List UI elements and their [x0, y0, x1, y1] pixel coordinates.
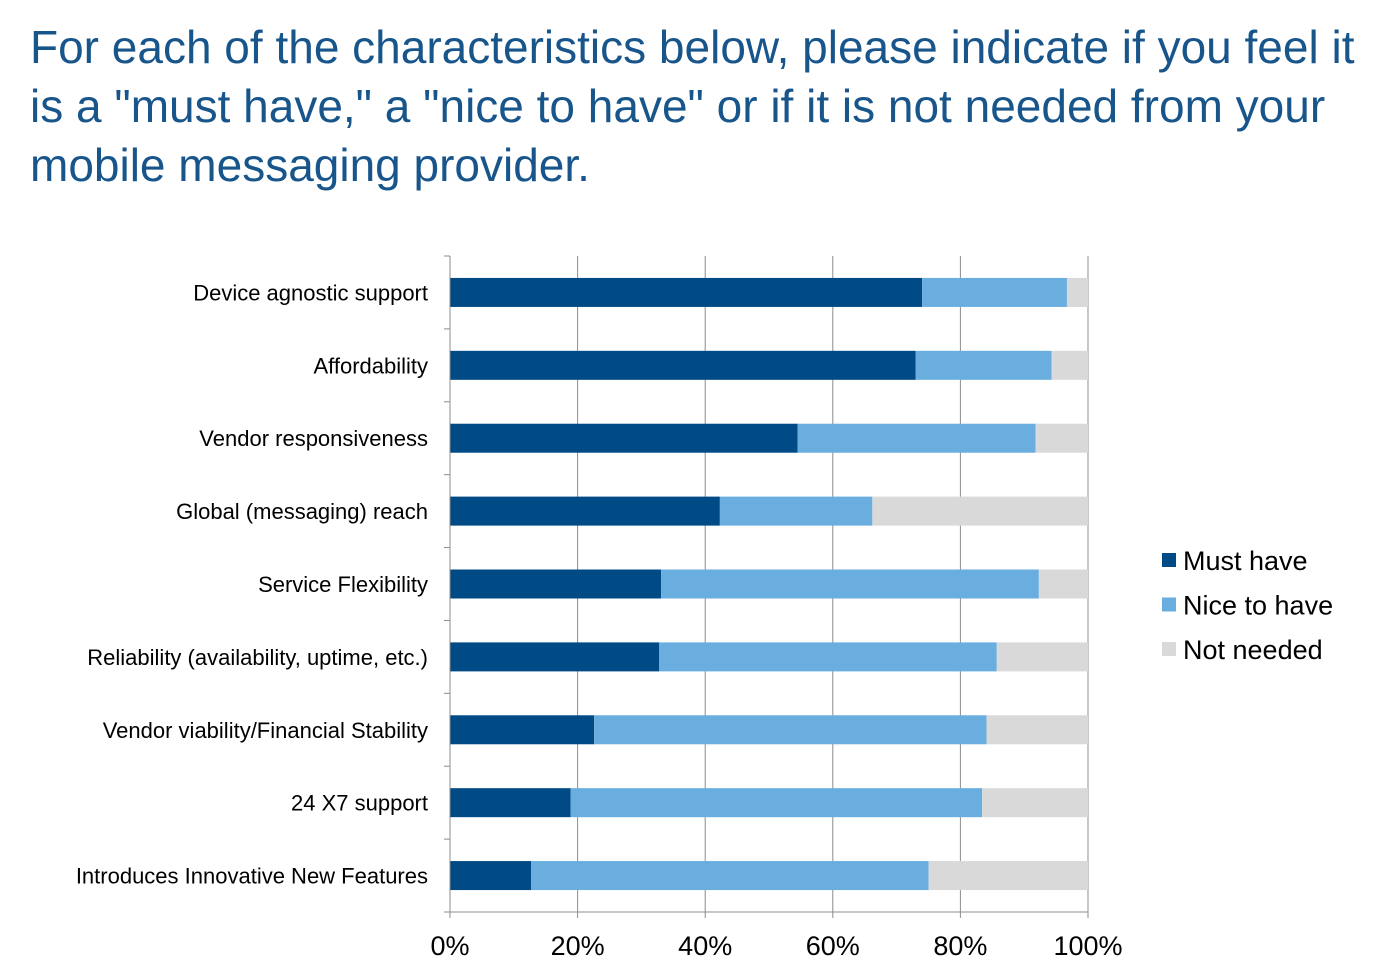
bar-nice-to-have — [661, 569, 1039, 599]
x-tick-label: 40% — [678, 931, 732, 961]
legend: Must have Nice to have Not needed — [1162, 546, 1333, 665]
bar-nice-to-have — [531, 861, 929, 891]
bar-not-needed — [1038, 569, 1088, 599]
legend-swatch — [1162, 597, 1176, 612]
bar-must-have — [450, 350, 916, 380]
bar-nice-to-have — [797, 423, 1036, 453]
bar-nice-to-have — [922, 277, 1067, 307]
bar-not-needed — [996, 642, 1088, 672]
bar-not-needed — [872, 496, 1088, 526]
legend-label: Nice to have — [1183, 591, 1333, 621]
bar-must-have — [450, 423, 798, 453]
category-label: 24 X7 support — [291, 791, 428, 816]
legend-swatch — [1162, 553, 1176, 567]
x-tick-labels: 0% 20% 40% 60% 80% 100% — [430, 931, 1122, 961]
bar-must-have — [450, 496, 720, 526]
bar-not-needed — [1035, 423, 1088, 453]
legend-swatch — [1162, 642, 1176, 656]
bar-nice-to-have — [915, 350, 1052, 380]
x-tick-label: 80% — [933, 931, 987, 961]
category-label: Vendor viability/Financial Stability — [103, 718, 428, 743]
x-tick-label: 60% — [806, 931, 860, 961]
legend-label: Not needed — [1183, 635, 1323, 665]
bar-not-needed — [928, 861, 1088, 891]
bar-must-have — [450, 788, 571, 818]
axes — [444, 255, 1089, 918]
bar-nice-to-have — [719, 496, 873, 526]
bar-must-have — [450, 715, 595, 745]
bar-not-needed — [986, 715, 1088, 745]
bar-nice-to-have — [659, 642, 997, 672]
bar-not-needed — [1051, 350, 1088, 380]
bar-nice-to-have — [570, 788, 983, 818]
bar-not-needed — [982, 788, 1088, 818]
bars — [450, 277, 1088, 891]
category-label: Global (messaging) reach — [176, 499, 428, 524]
x-tick-label: 20% — [551, 931, 605, 961]
bar-nice-to-have — [594, 715, 987, 745]
category-label: Service Flexibility — [258, 572, 428, 597]
chart-title: For each of the characteristics below, p… — [30, 21, 1355, 191]
x-tick-label: 100% — [1053, 931, 1122, 961]
category-label: Device agnostic support — [193, 280, 428, 305]
x-tick-label: 0% — [430, 931, 469, 961]
category-labels: Device agnostic support Affordability Vend… — [76, 280, 428, 888]
bar-not-needed — [1066, 277, 1088, 307]
bar-must-have — [450, 861, 532, 891]
category-label: Reliability (availability, uptime, etc.) — [87, 645, 428, 670]
category-label: Introduces Innovative New Features — [76, 864, 428, 889]
category-label: Affordability — [313, 353, 428, 378]
bar-must-have — [450, 569, 662, 599]
bar-must-have — [450, 277, 923, 307]
legend-label: Must have — [1183, 546, 1308, 576]
category-label: Vendor responsiveness — [199, 426, 428, 451]
bar-must-have — [450, 642, 660, 672]
